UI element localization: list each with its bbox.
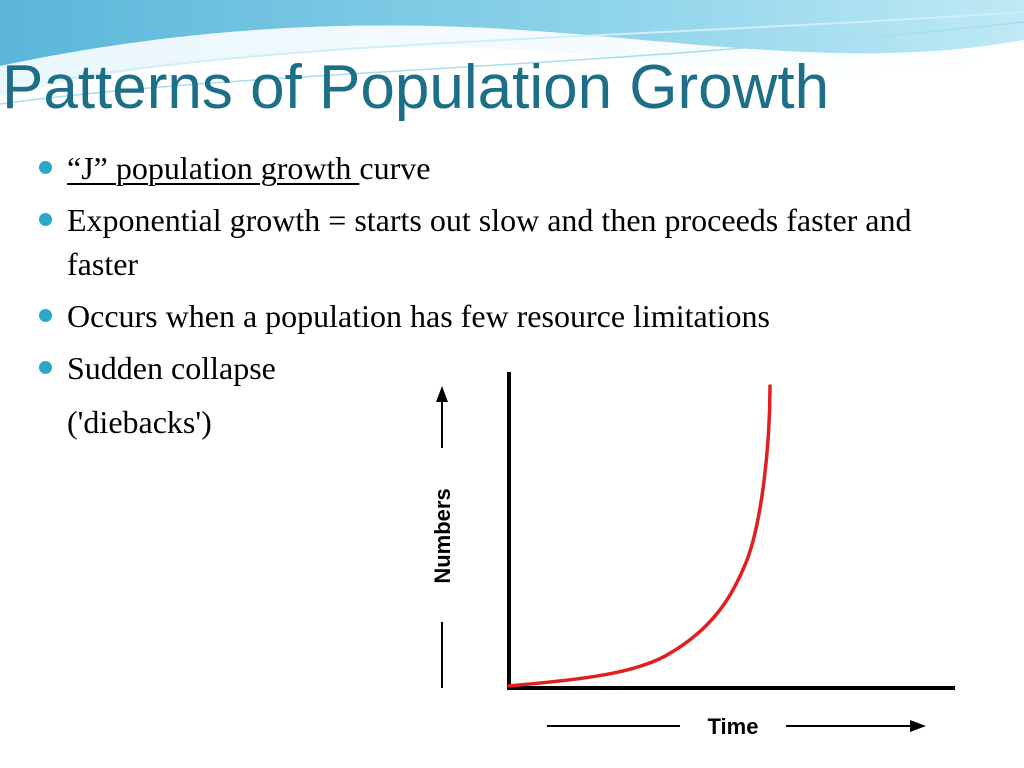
bullet-text: Exponential growth = starts out slow and… xyxy=(67,202,912,282)
underlined-term: “J” population growth xyxy=(67,150,360,186)
bullet-dot-icon xyxy=(39,309,52,322)
slide-title: Patterns of Population Growth xyxy=(2,53,830,122)
x-arrow-head-icon xyxy=(910,720,926,732)
bullet-dot-icon xyxy=(39,213,52,226)
bullet-sudden-collapse: Sudden collapse xyxy=(36,346,966,390)
growth-curve xyxy=(507,384,772,688)
bullet-text: Occurs when a population has few resourc… xyxy=(67,298,770,334)
j-curve-graph-svg: Numbers Time xyxy=(392,350,1004,750)
bullet-dot-icon xyxy=(39,361,52,374)
bullet-text: Sudden collapse xyxy=(67,350,276,386)
graph-background xyxy=(392,350,1004,750)
bullet-text-rest: curve xyxy=(359,150,431,186)
header-wave-decoration xyxy=(0,0,1024,105)
x-axis-label: Time xyxy=(708,714,759,739)
diebacks-text: ('diebacks') xyxy=(67,404,212,440)
bullet-dot-icon xyxy=(39,161,52,174)
bullet-resource-limitations: Occurs when a population has few resourc… xyxy=(36,294,966,338)
bullet-exponential-growth: Exponential growth = starts out slow and… xyxy=(36,198,966,286)
y-arrow-head-icon xyxy=(436,386,448,402)
j-curve-graph: Numbers Time xyxy=(392,350,1004,750)
bullet-j-curve: “J” population growth curve xyxy=(36,146,966,190)
bullet-list: “J” population growth curve Exponential … xyxy=(36,146,966,398)
y-axis-label: Numbers xyxy=(430,488,455,583)
